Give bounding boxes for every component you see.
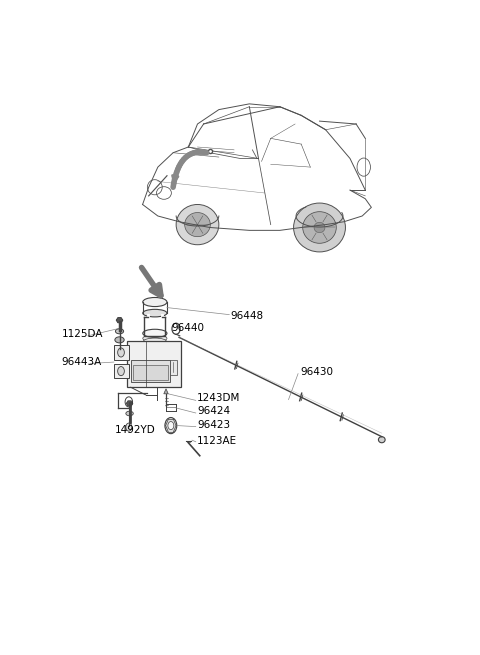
Text: 96440: 96440	[172, 323, 204, 333]
Ellipse shape	[144, 345, 165, 350]
FancyBboxPatch shape	[127, 341, 181, 387]
Ellipse shape	[126, 411, 133, 416]
Circle shape	[126, 423, 132, 431]
Circle shape	[118, 348, 124, 357]
Text: 96424: 96424	[197, 407, 230, 417]
Ellipse shape	[143, 309, 167, 317]
Ellipse shape	[143, 335, 167, 342]
Text: 96443A: 96443A	[62, 357, 102, 367]
Ellipse shape	[303, 212, 336, 243]
Text: 1243DM: 1243DM	[197, 394, 240, 403]
Ellipse shape	[185, 212, 210, 236]
Ellipse shape	[115, 329, 124, 334]
Ellipse shape	[378, 437, 385, 443]
Ellipse shape	[144, 341, 166, 347]
Text: 1123AE: 1123AE	[197, 436, 237, 446]
Ellipse shape	[176, 204, 219, 245]
Text: 96430: 96430	[300, 367, 333, 377]
Polygon shape	[126, 401, 133, 406]
Text: 1492YD: 1492YD	[115, 425, 156, 435]
Text: 96423: 96423	[197, 420, 230, 430]
Ellipse shape	[294, 203, 346, 252]
Circle shape	[165, 417, 177, 434]
Ellipse shape	[144, 338, 167, 345]
Ellipse shape	[314, 222, 325, 233]
Ellipse shape	[115, 337, 124, 343]
Polygon shape	[164, 389, 168, 394]
Ellipse shape	[143, 329, 167, 337]
Text: 96448: 96448	[230, 310, 264, 321]
FancyBboxPatch shape	[132, 365, 168, 380]
Circle shape	[118, 367, 124, 376]
FancyBboxPatch shape	[114, 345, 129, 360]
Text: 1125DA: 1125DA	[62, 329, 103, 339]
FancyBboxPatch shape	[114, 364, 129, 378]
FancyBboxPatch shape	[170, 360, 177, 375]
FancyBboxPatch shape	[131, 360, 170, 383]
Polygon shape	[116, 318, 123, 323]
Circle shape	[168, 422, 174, 430]
Ellipse shape	[143, 297, 167, 307]
